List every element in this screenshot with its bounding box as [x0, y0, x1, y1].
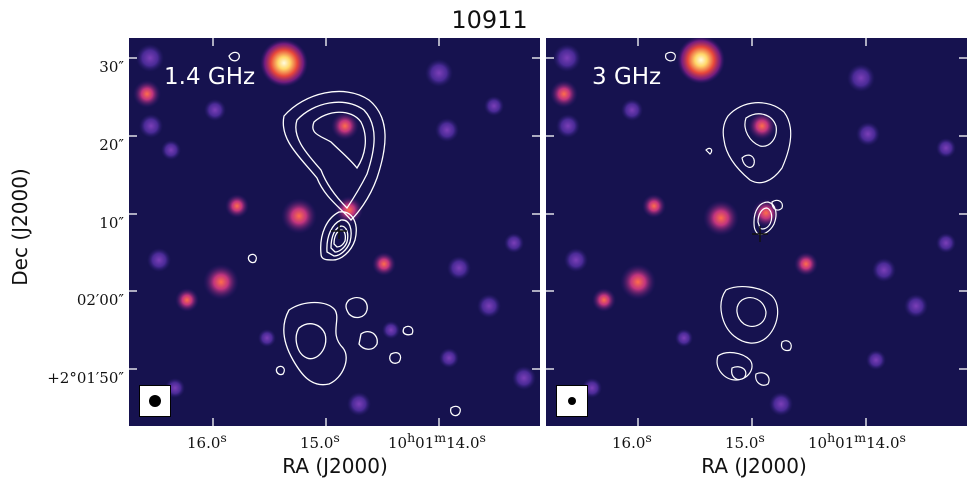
y-tick-0150: +2°01′50″: [47, 369, 124, 387]
optical-map-image: [129, 38, 540, 426]
beam-size-indicator: [139, 385, 171, 417]
radio-contours: [665, 51, 792, 386]
panel-frequency-label: 3 GHz: [592, 64, 662, 90]
x-axis-label-left: RA (J2000): [282, 454, 388, 478]
y-tick-30: 30″: [99, 58, 124, 76]
beam-size-indicator: [556, 385, 588, 417]
radio-map-panel-1p4ghz: 1.4 GHz: [129, 38, 540, 426]
source-crosshair: [752, 226, 768, 242]
y-tick-0200: 02′00″: [76, 291, 124, 309]
x-tick-16s-left: 16.0s: [187, 430, 227, 452]
x-axis-label-right: RA (J2000): [701, 454, 807, 478]
y-tick-20: 20″: [99, 136, 124, 154]
x-tick-15s-left: 15.0s: [300, 430, 340, 452]
source-crosshair: [331, 223, 347, 239]
x-tick-15s-right: 15.0s: [725, 430, 765, 452]
radio-contours: [228, 51, 461, 417]
beam-ellipse-icon: [568, 397, 576, 405]
optical-map-image: [546, 38, 967, 426]
beam-ellipse-icon: [149, 395, 161, 407]
x-tick-14s-right: 10h01m14.0s: [808, 430, 906, 452]
radio-map-panel-3ghz: 3 GHz: [546, 38, 967, 426]
x-tick-16s-right: 16.0s: [612, 430, 652, 452]
panel-frequency-label: 1.4 GHz: [164, 64, 256, 90]
x-tick-14s-left: 10h01m14.0s: [388, 430, 486, 452]
figure-title: 10911: [451, 6, 528, 34]
y-tick-10: 10″: [99, 214, 124, 232]
